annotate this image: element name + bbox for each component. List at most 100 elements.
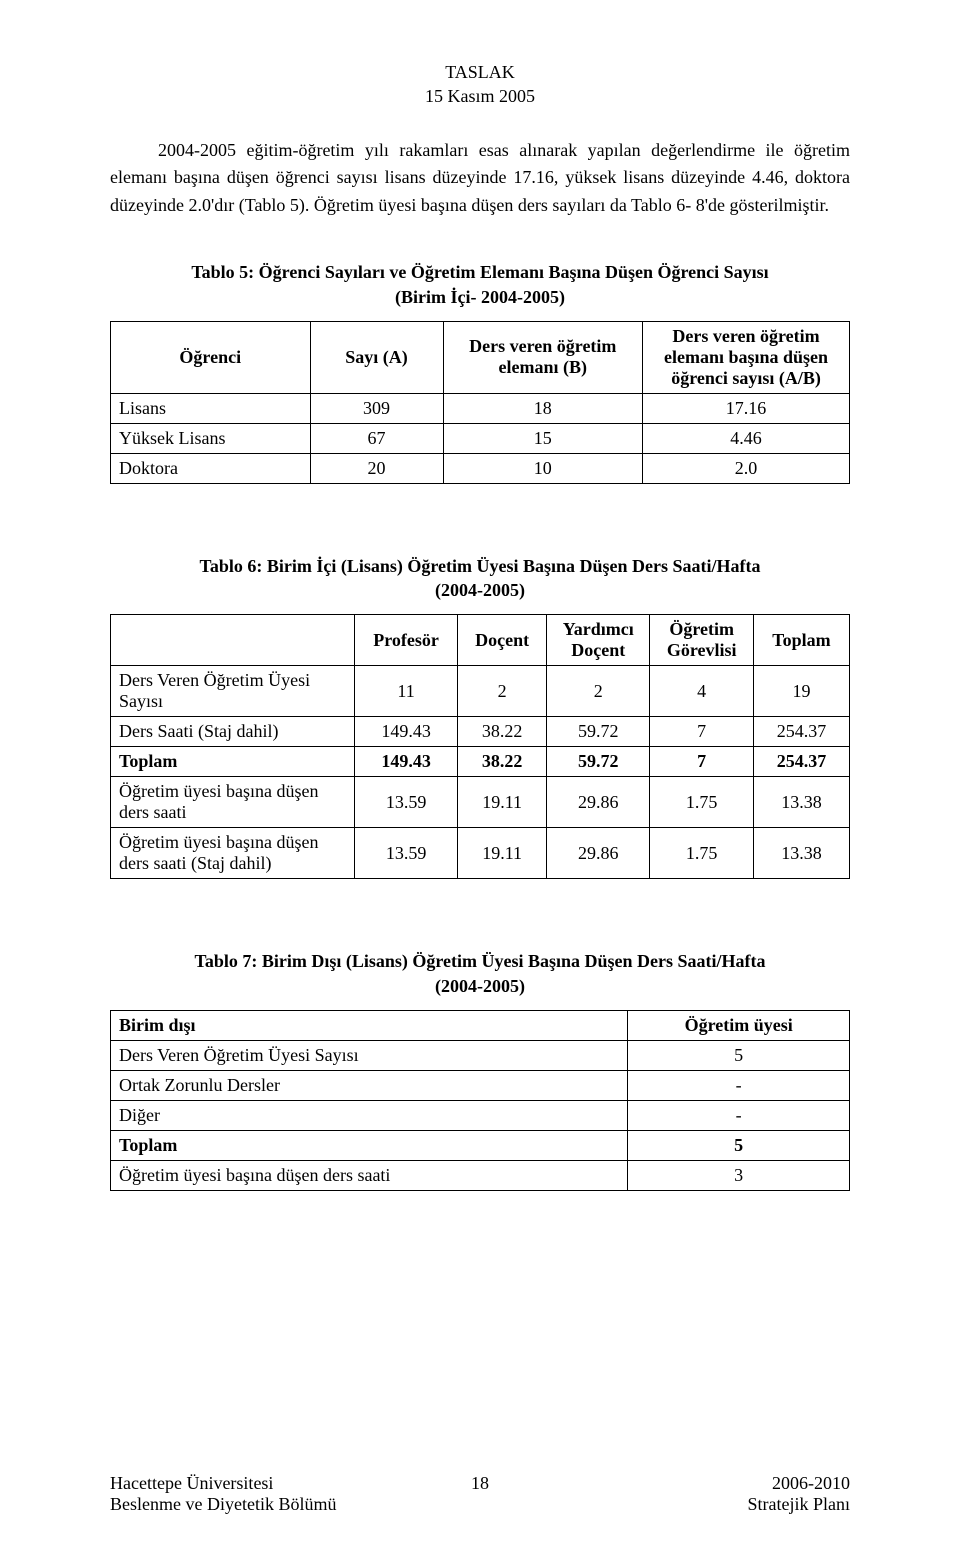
- t5-cell-a: 67: [310, 423, 443, 453]
- t5-h1: Öğrenci: [111, 321, 311, 393]
- t7-cell-val: 5: [628, 1131, 850, 1161]
- t7-cell-label: Toplam: [111, 1131, 628, 1161]
- t6-h3: Doçent: [458, 615, 547, 666]
- t5-cell-label: Lisans: [111, 393, 311, 423]
- t5-cell-a: 309: [310, 393, 443, 423]
- t5-cell-b: 18: [443, 393, 643, 423]
- t5-cell-ab: 4.46: [643, 423, 850, 453]
- t6-cell: 4: [650, 666, 753, 717]
- table7: Birim dışı Öğretim üyesi Ders Veren Öğre…: [110, 1010, 850, 1191]
- t7-cell-val: 3: [628, 1161, 850, 1191]
- footer-left-l2: Beslenme ve Diyetetik Bölümü: [110, 1494, 336, 1514]
- table5-body: Lisans3091817.16Yüksek Lisans67154.46Dok…: [111, 393, 850, 483]
- table-row: Ders Saati (Staj dahil)149.4338.2259.727…: [111, 717, 850, 747]
- table7-title: Tablo 7: Birim Dışı (Lisans) Öğretim Üye…: [110, 949, 850, 998]
- t7-h2: Öğretim üyesi: [628, 1011, 850, 1041]
- t6-cell: 11: [354, 666, 457, 717]
- t5-cell-b: 15: [443, 423, 643, 453]
- table5: Öğrenci Sayı (A) Ders veren öğretim elem…: [110, 321, 850, 484]
- t5-cell-ab: 17.16: [643, 393, 850, 423]
- t6-cell: 2: [458, 666, 547, 717]
- t6-cell: 13.59: [354, 828, 457, 879]
- t6-cell-label: Ders Veren Öğretim Üyesi Sayısı: [111, 666, 355, 717]
- header-line1: TASLAK: [110, 60, 850, 84]
- t6-cell: 13.38: [753, 777, 849, 828]
- table-row: Ders Veren Öğretim Üyesi Sayısı5: [111, 1041, 850, 1071]
- t6-cell: 254.37: [753, 747, 849, 777]
- table5-header-row: Öğrenci Sayı (A) Ders veren öğretim elem…: [111, 321, 850, 393]
- t5-cell-label: Doktora: [111, 453, 311, 483]
- table6-body: Ders Veren Öğretim Üyesi Sayısı1122419De…: [111, 666, 850, 879]
- table7-body: Ders Veren Öğretim Üyesi Sayısı5Ortak Zo…: [111, 1041, 850, 1191]
- t5-cell-label: Yüksek Lisans: [111, 423, 311, 453]
- t6-cell: 149.43: [354, 717, 457, 747]
- t6-cell-label: Öğretim üyesi başına düşen ders saati (S…: [111, 828, 355, 879]
- t7-cell-label: Ortak Zorunlu Dersler: [111, 1071, 628, 1101]
- t6-cell: 19: [753, 666, 849, 717]
- t6-cell: 2: [546, 666, 649, 717]
- t5-h3: Ders veren öğretim elemanı (B): [443, 321, 643, 393]
- t5-cell-ab: 2.0: [643, 453, 850, 483]
- t6-cell: 19.11: [458, 828, 547, 879]
- footer-right-l2: Stratejik Planı: [748, 1494, 851, 1514]
- table6-title: Tablo 6: Birim İçi (Lisans) Öğretim Üyes…: [110, 554, 850, 603]
- t6-cell-label: Toplam: [111, 747, 355, 777]
- t5-h4: Ders veren öğretim elemanı başına düşen …: [643, 321, 850, 393]
- t6-cell: 149.43: [354, 747, 457, 777]
- table-row: Ders Veren Öğretim Üyesi Sayısı1122419: [111, 666, 850, 717]
- t6-cell: 7: [650, 747, 753, 777]
- t6-cell: 19.11: [458, 777, 547, 828]
- table-row: Doktora20102.0: [111, 453, 850, 483]
- t6-cell: 7: [650, 717, 753, 747]
- footer-left-l1: Hacettepe Üniversitesi: [110, 1473, 273, 1493]
- footer-pagenum: 18: [471, 1473, 489, 1493]
- t5-h2: Sayı (A): [310, 321, 443, 393]
- table7-title-l2: (2004-2005): [435, 976, 525, 996]
- body-paragraph: 2004-2005 eğitim-öğretim yılı rakamları …: [110, 137, 850, 221]
- t6-h6: Toplam: [753, 615, 849, 666]
- t6-cell-label: Öğretim üyesi başına düşen ders saati: [111, 777, 355, 828]
- table-row: Yüksek Lisans67154.46: [111, 423, 850, 453]
- t6-cell: 1.75: [650, 828, 753, 879]
- table6-header-row: Profesör Doçent Yardımcı Doçent Öğretim …: [111, 615, 850, 666]
- t7-cell-val: -: [628, 1071, 850, 1101]
- t6-cell: 59.72: [546, 717, 649, 747]
- table-row: Öğretim üyesi başına düşen ders saati3: [111, 1161, 850, 1191]
- t6-cell: 13.38: [753, 828, 849, 879]
- t6-cell-label: Ders Saati (Staj dahil): [111, 717, 355, 747]
- page-footer: Hacettepe Üniversitesi Beslenme ve Diyet…: [110, 1473, 850, 1515]
- t7-cell-val: -: [628, 1101, 850, 1131]
- table-row: Diğer-: [111, 1101, 850, 1131]
- table5-title: Tablo 5: Öğrenci Sayıları ve Öğretim Ele…: [110, 260, 850, 309]
- footer-center: 18: [358, 1473, 602, 1515]
- t5-cell-b: 10: [443, 453, 643, 483]
- footer-right-l1: 2006-2010: [772, 1473, 850, 1493]
- page-header: TASLAK 15 Kasım 2005: [110, 60, 850, 109]
- t6-cell: 1.75: [650, 777, 753, 828]
- table5-title-l1: Tablo 5: Öğrenci Sayıları ve Öğretim Ele…: [191, 262, 768, 282]
- table7-title-l1: Tablo 7: Birim Dışı (Lisans) Öğretim Üye…: [194, 951, 765, 971]
- t6-cell: 59.72: [546, 747, 649, 777]
- table-row: Toplam149.4338.2259.727254.37: [111, 747, 850, 777]
- t6-h5: Öğretim Görevlisi: [650, 615, 753, 666]
- table6-title-l1: Tablo 6: Birim İçi (Lisans) Öğretim Üyes…: [199, 556, 760, 576]
- t7-h1: Birim dışı: [111, 1011, 628, 1041]
- footer-left: Hacettepe Üniversitesi Beslenme ve Diyet…: [110, 1473, 354, 1515]
- t7-cell-val: 5: [628, 1041, 850, 1071]
- table-row: Öğretim üyesi başına düşen ders saati 13.…: [111, 777, 850, 828]
- table7-header-row: Birim dışı Öğretim üyesi: [111, 1011, 850, 1041]
- header-line2: 15 Kasım 2005: [110, 84, 850, 108]
- table6: Profesör Doçent Yardımcı Doçent Öğretim …: [110, 614, 850, 879]
- t7-cell-label: Ders Veren Öğretim Üyesi Sayısı: [111, 1041, 628, 1071]
- t7-cell-label: Diğer: [111, 1101, 628, 1131]
- t5-cell-a: 20: [310, 453, 443, 483]
- t6-cell: 29.86: [546, 777, 649, 828]
- t6-cell: 29.86: [546, 828, 649, 879]
- table6-title-l2: (2004-2005): [435, 580, 525, 600]
- t6-h2: Profesör: [354, 615, 457, 666]
- t6-cell: 254.37: [753, 717, 849, 747]
- table5-title-l2: (Birim İçi- 2004-2005): [395, 287, 565, 307]
- t6-h4: Yardımcı Doçent: [546, 615, 649, 666]
- t6-cell: 38.22: [458, 747, 547, 777]
- table-row: Ortak Zorunlu Dersler-: [111, 1071, 850, 1101]
